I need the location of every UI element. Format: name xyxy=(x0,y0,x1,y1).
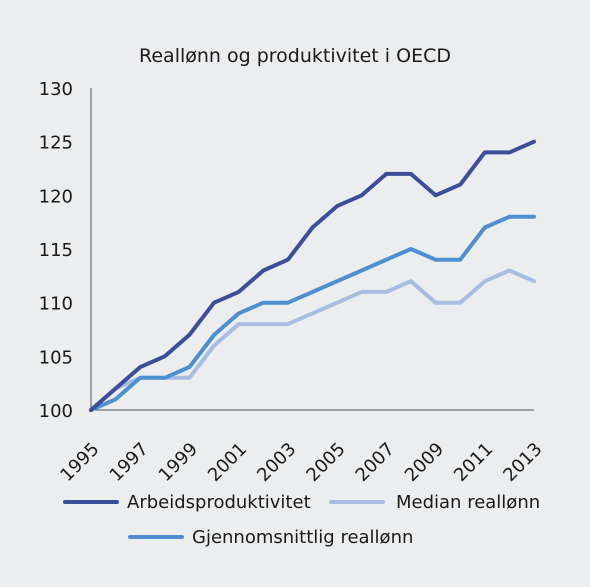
y-tick-label: 100 xyxy=(39,401,73,422)
x-tick-label: 2001 xyxy=(204,439,251,486)
x-tick-label: 1997 xyxy=(106,439,153,486)
x-tick-label: 2007 xyxy=(352,439,399,486)
series-lines xyxy=(89,139,536,412)
x-tick-label: 2013 xyxy=(499,439,546,486)
y-tick-label: 115 xyxy=(39,240,73,261)
x-tick-label: 1999 xyxy=(155,439,202,486)
y-tick-label: 105 xyxy=(39,347,73,368)
legend-label: Arbeidsproduktivitet xyxy=(127,492,311,513)
chart-title: Reallønn og produktivitet i OECD xyxy=(139,45,451,67)
legend-label: Median reallønn xyxy=(396,492,540,513)
legend-label: Gjennomsnittlig reallønn xyxy=(192,527,413,548)
y-tick-label: 125 xyxy=(39,133,73,154)
y-tick-label: 120 xyxy=(39,186,73,207)
x-tick-label: 1995 xyxy=(56,439,103,486)
series-line xyxy=(89,139,536,412)
y-tick-label: 130 xyxy=(39,79,73,100)
x-tick-label: 2009 xyxy=(401,439,448,486)
x-tick-label: 2011 xyxy=(450,439,497,486)
x-tick-label: 2005 xyxy=(302,439,349,486)
series-line xyxy=(89,214,536,412)
y-tick-label: 110 xyxy=(39,294,73,315)
legend: Arbeidsproduktivitet Median reallønn Gjenn… xyxy=(63,492,540,548)
x-tick-label: 2003 xyxy=(253,439,300,486)
